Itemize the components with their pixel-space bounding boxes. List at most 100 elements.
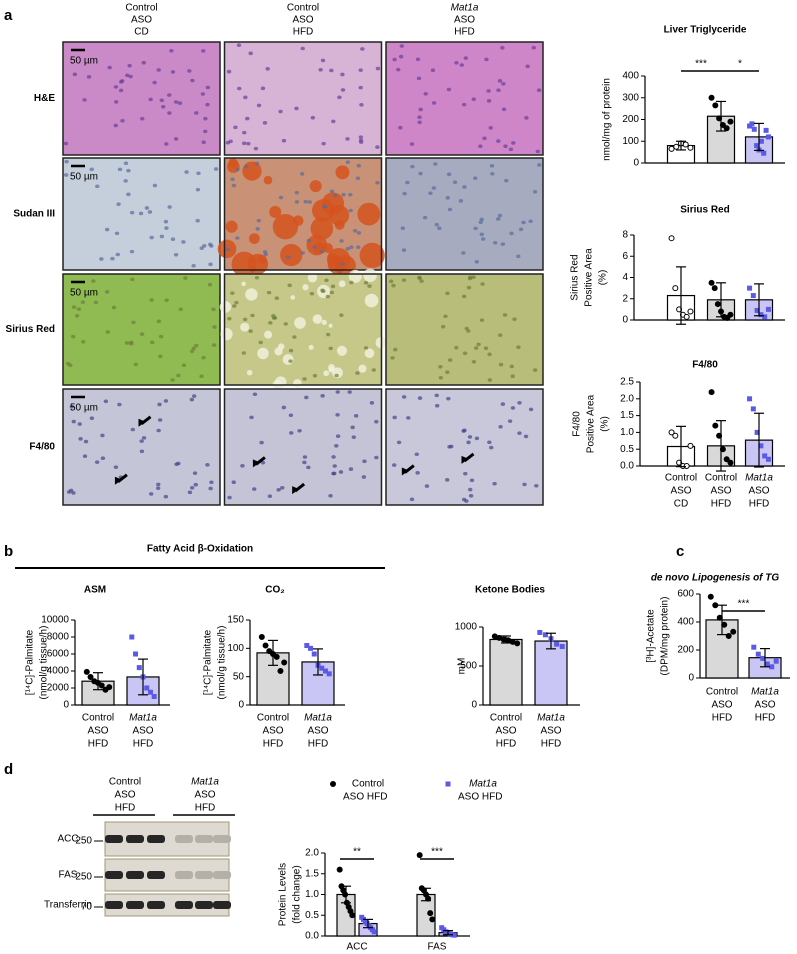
nucleus [528,219,533,224]
nucleus [190,78,195,83]
nucleus [371,368,377,372]
y-axis-label: (%) [598,270,609,286]
nucleus [312,373,318,378]
arrow-head [461,455,469,464]
nucleus [74,313,80,318]
y-tick-label: 4 [622,272,628,283]
nucleus [117,402,122,407]
nucleus [461,294,467,299]
nucleus [434,393,439,398]
nucleus [345,137,350,141]
nucleus [401,395,407,399]
nucleus [374,455,379,460]
nucleus [393,347,398,352]
nucleus [399,44,405,48]
nucleus [278,109,283,114]
nucleus [299,172,305,176]
vacuole [240,322,250,332]
data-point [672,285,679,292]
nucleus [478,220,483,225]
data-point [714,301,721,308]
y-tick-label: 400 [677,617,694,628]
nucleus [113,123,118,128]
nucleus [178,307,183,312]
nucleus [431,101,437,105]
nucleus [416,76,422,81]
vacuole [328,323,333,328]
nucleus [489,445,494,450]
nucleus [474,436,480,441]
nucleus [139,332,145,336]
x-tick-label: HFD [712,713,733,724]
nucleus [200,92,206,96]
error-bar [716,100,726,132]
vacuole [364,293,379,308]
nucleus [518,227,524,232]
nucleus [320,394,325,398]
nucleus [173,252,179,257]
nucleus [509,231,514,236]
nucleus [268,321,273,325]
nucleus [131,320,136,325]
blot-band [147,835,165,843]
nucleus [173,100,179,104]
data-point [758,312,764,318]
panel-label: b [4,543,13,560]
image-border [385,41,544,156]
lipid-droplet [228,158,238,168]
nucleus [81,339,86,344]
x-tick-label: Control [706,687,738,698]
nucleus [306,465,311,470]
arrow-head [292,486,300,495]
y-axis-label: (nmol/g tissue/h) [39,626,50,700]
nucleus [170,70,176,74]
data-point [281,659,288,666]
histology-image [386,158,543,270]
nucleus [294,200,300,204]
nucleus [170,237,176,242]
data-point [754,143,760,149]
data-point [427,910,434,917]
nucleus [167,111,172,115]
nucleus [350,425,355,430]
nucleus [348,467,354,471]
nucleus [446,172,452,177]
y-tick-label: 10000 [41,615,69,626]
vacuole [358,364,367,373]
nucleus [297,429,302,433]
nucleus [496,88,501,93]
nucleus [123,161,129,166]
data-point [773,658,779,664]
data-point [676,459,683,466]
nucleus [263,252,268,257]
column-header: HFD [293,27,314,38]
data-point [754,307,760,313]
data-point [304,643,310,648]
y-axis-label: F4/80 [572,411,583,437]
vacuole [219,301,232,313]
nucleus [211,343,217,347]
nucleus [128,74,133,79]
nucleus [104,290,110,294]
nucleus [428,191,433,195]
data-point [371,929,377,935]
lipid-droplet [225,220,238,233]
y-tick-label: 0.5 [620,444,634,455]
nucleus [227,495,232,500]
data-point [711,285,718,292]
x-tick-label: Mat1a [129,713,157,724]
nucleus [486,89,491,93]
nucleus [462,351,468,356]
nucleus [158,354,163,359]
lane-header: HFD [195,803,216,814]
chart-title: ASM [84,585,106,596]
error-bar [268,639,278,666]
nucleus [320,249,325,254]
nucleus [148,492,154,496]
y-axis-label: Positive Area [584,248,595,307]
nucleus [302,377,307,381]
chart-title: Sirius Red [680,205,729,216]
nucleus [406,416,411,420]
lipid-droplet [248,233,260,244]
data-point [668,145,675,152]
